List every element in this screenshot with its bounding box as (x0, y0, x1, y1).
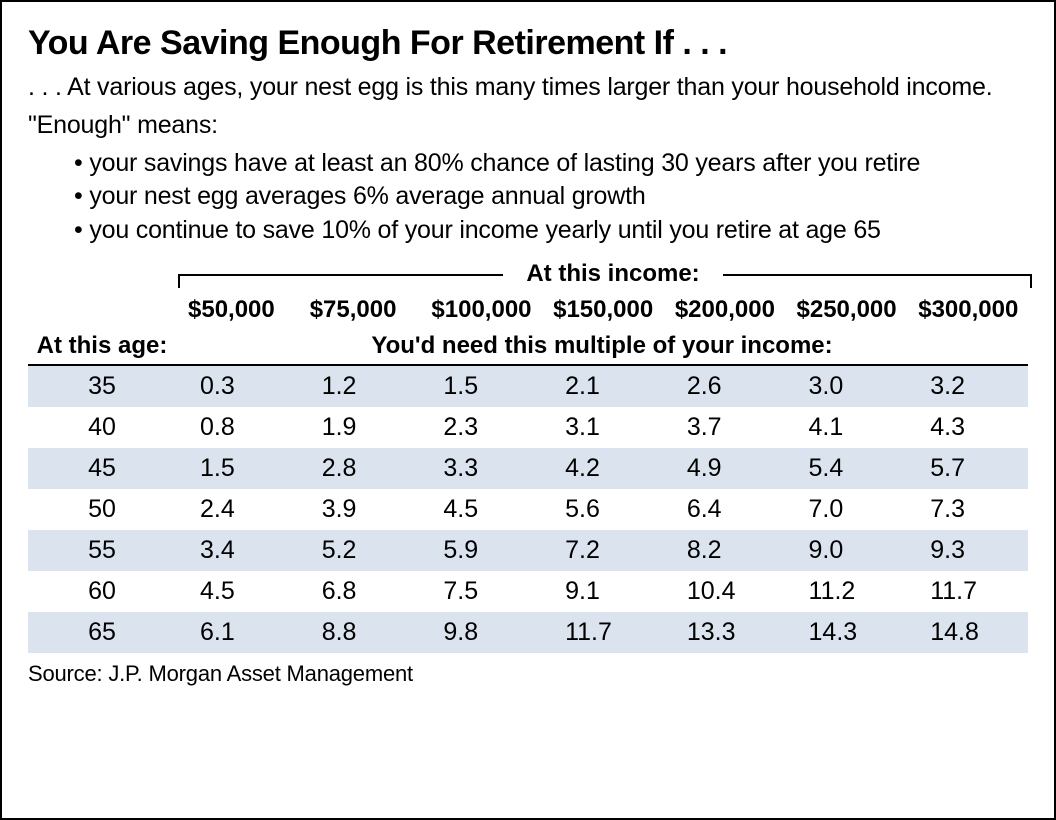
value-cell: 4.5 (419, 489, 541, 530)
value-cell: 4.3 (906, 407, 1028, 448)
age-cell: 40 (28, 407, 176, 448)
table-row: 553.45.25.97.28.29.09.3 (28, 530, 1028, 571)
table-row: 451.52.83.34.24.95.45.7 (28, 448, 1028, 489)
value-cell: 4.9 (663, 448, 785, 489)
income-header: $100,000 (419, 292, 541, 328)
table-row: 656.18.89.811.713.314.314.8 (28, 612, 1028, 653)
table-container: At this income: $50,000$75,000$100,000$1… (28, 262, 1028, 653)
value-cell: 0.3 (176, 365, 298, 407)
value-cell: 9.0 (785, 530, 907, 571)
value-cell: 11.7 (541, 612, 663, 653)
value-cell: 2.6 (663, 365, 785, 407)
value-cell: 6.1 (176, 612, 298, 653)
value-cell: 3.7 (663, 407, 785, 448)
bullet-item: your savings have at least an 80% chance… (74, 147, 1028, 181)
income-bracket: At this income: (28, 262, 1028, 292)
age-axis-label: At this age: (28, 328, 176, 365)
age-cell: 45 (28, 448, 176, 489)
table-row: 400.81.92.33.13.74.14.3 (28, 407, 1028, 448)
income-header: $300,000 (906, 292, 1028, 328)
value-cell: 1.5 (176, 448, 298, 489)
source-line: Source: J.P. Morgan Asset Management (28, 661, 1028, 687)
value-cell: 3.1 (541, 407, 663, 448)
value-cell: 5.9 (419, 530, 541, 571)
income-header: $75,000 (298, 292, 420, 328)
title: You Are Saving Enough For Retirement If … (28, 24, 1028, 63)
value-cell: 1.5 (419, 365, 541, 407)
value-cell: 4.1 (785, 407, 907, 448)
income-header: $50,000 (176, 292, 298, 328)
intro-line-2: "Enough" means: (28, 109, 1028, 143)
value-cell: 13.3 (663, 612, 785, 653)
value-cell: 2.8 (298, 448, 420, 489)
value-cell: 11.2 (785, 571, 907, 612)
value-cell: 7.0 (785, 489, 907, 530)
value-cell: 9.8 (419, 612, 541, 653)
value-cell: 5.7 (906, 448, 1028, 489)
value-cell: 3.9 (298, 489, 420, 530)
value-cell: 5.2 (298, 530, 420, 571)
value-cell: 9.3 (906, 530, 1028, 571)
value-cell: 6.8 (298, 571, 420, 612)
table-row: 350.31.21.52.12.63.03.2 (28, 365, 1028, 407)
value-cell: 14.3 (785, 612, 907, 653)
infographic-frame: You Are Saving Enough For Retirement If … (0, 0, 1056, 820)
age-cell: 50 (28, 489, 176, 530)
value-cell: 0.8 (176, 407, 298, 448)
value-cell: 6.4 (663, 489, 785, 530)
value-cell: 3.3 (419, 448, 541, 489)
value-cell: 5.4 (785, 448, 907, 489)
multiple-sub-label: You'd need this multiple of your income: (176, 328, 1028, 365)
age-cell: 35 (28, 365, 176, 407)
income-header: $150,000 (541, 292, 663, 328)
value-cell: 1.2 (298, 365, 420, 407)
value-cell: 4.2 (541, 448, 663, 489)
value-cell: 7.2 (541, 530, 663, 571)
value-cell: 7.5 (419, 571, 541, 612)
age-cell: 65 (28, 612, 176, 653)
bullet-item: your nest egg averages 6% average annual… (74, 180, 1028, 214)
income-header: $200,000 (663, 292, 785, 328)
retirement-table: $50,000$75,000$100,000$150,000$200,000$2… (28, 292, 1028, 653)
table-row: 604.56.87.59.110.411.211.7 (28, 571, 1028, 612)
value-cell: 2.4 (176, 489, 298, 530)
value-cell: 14.8 (906, 612, 1028, 653)
value-cell: 1.9 (298, 407, 420, 448)
value-cell: 2.1 (541, 365, 663, 407)
income-header-row: $50,000$75,000$100,000$150,000$200,000$2… (28, 292, 1028, 328)
value-cell: 5.6 (541, 489, 663, 530)
value-cell: 4.5 (176, 571, 298, 612)
value-cell: 3.0 (785, 365, 907, 407)
intro-line-1: . . . At various ages, your nest egg is … (28, 71, 1028, 105)
bullet-list: your savings have at least an 80% chance… (74, 147, 1028, 248)
income-header: $250,000 (785, 292, 907, 328)
value-cell: 3.2 (906, 365, 1028, 407)
value-cell: 9.1 (541, 571, 663, 612)
value-cell: 11.7 (906, 571, 1028, 612)
value-cell: 7.3 (906, 489, 1028, 530)
value-cell: 10.4 (663, 571, 785, 612)
value-cell: 8.2 (663, 530, 785, 571)
value-cell: 2.3 (419, 407, 541, 448)
age-cell: 55 (28, 530, 176, 571)
value-cell: 3.4 (176, 530, 298, 571)
bullet-item: you continue to save 10% of your income … (74, 214, 1028, 248)
age-cell: 60 (28, 571, 176, 612)
income-bracket-label: At this income: (503, 260, 723, 288)
table-body: 350.31.21.52.12.63.03.2400.81.92.33.13.7… (28, 365, 1028, 653)
value-cell: 8.8 (298, 612, 420, 653)
table-row: 502.43.94.55.66.47.07.3 (28, 489, 1028, 530)
label-row: At this age: You'd need this multiple of… (28, 328, 1028, 365)
